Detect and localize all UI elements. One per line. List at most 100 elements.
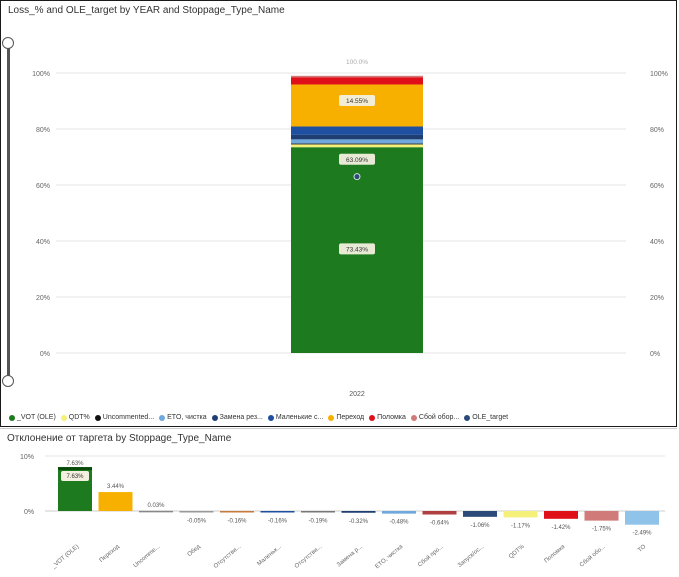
deviation-bar: [301, 511, 335, 513]
legend-item[interactable]: Переход: [328, 414, 364, 421]
x-tick-label: Отсутстви...: [294, 544, 324, 570]
x-tick-label: Сбой про...: [416, 543, 445, 569]
legend-label: ETO, чистка: [167, 414, 207, 421]
y-tick-label: 20%: [36, 295, 50, 302]
y-tick-label: 40%: [36, 239, 50, 246]
y-tick-label: 60%: [36, 183, 50, 190]
legend-item[interactable]: QDT%: [60, 414, 90, 421]
legend-item[interactable]: _VOT (OLE): [9, 414, 56, 421]
x-tick-label: Сбой обо...: [578, 543, 607, 569]
data-label-box: [339, 153, 375, 165]
legend-label: Поломка: [377, 414, 406, 421]
bar-segment: [291, 75, 423, 78]
value-label: 0.03%: [147, 503, 165, 509]
value-label: -0.32%: [349, 519, 369, 525]
legend-label: Замена рез...: [219, 414, 263, 421]
legend-dot: [328, 414, 335, 421]
ole-target-marker: [353, 173, 361, 181]
legend-item[interactable]: ETO, чистка: [159, 414, 207, 421]
data-label: 100.0%: [346, 59, 368, 66]
value-label: -0.64%: [430, 521, 450, 527]
deviation-bar: [625, 511, 659, 525]
deviation-bar: [260, 511, 295, 513]
slider-top-handle[interactable]: [2, 37, 14, 49]
x-tick-label: Переход: [99, 544, 121, 564]
deviation-bar: [139, 510, 173, 513]
legend-label: Сбой обор...: [418, 414, 460, 421]
deviation-bar: [584, 511, 619, 521]
x-tick-label: ETO, чистка: [374, 544, 404, 571]
legend-dot: [267, 414, 274, 421]
legend-item[interactable]: OLE_target: [464, 414, 508, 421]
data-label: 63.09%: [346, 157, 368, 164]
deviation-bar: [503, 511, 538, 518]
value-label: -1.75%: [592, 527, 612, 533]
legend-item[interactable]: Замена рез...: [211, 414, 263, 421]
legend-dot: [211, 414, 218, 421]
value-label: -0.19%: [308, 519, 328, 525]
deviation-bar: [179, 511, 214, 513]
y-tick-label: 100%: [32, 71, 50, 78]
value-label: -2.49%: [632, 531, 652, 537]
y-tick-label: 10%: [20, 454, 34, 461]
value-label: -0.48%: [389, 520, 409, 526]
data-label: 73.43%: [346, 246, 368, 253]
bar-segment: [291, 126, 423, 135]
legend-label: OLE_target: [472, 414, 509, 421]
legend-dot: [94, 414, 101, 421]
x-tick-label: Uncomme...: [133, 544, 162, 570]
x-tick-label: TO: [637, 544, 647, 554]
deviation-chart-svg: 10% 0% 7.63% _VOT (OLE) 3.44% Переход 0.03% Unc…: [20, 454, 665, 571]
legend-dot: [464, 414, 471, 421]
value-label: -0.16%: [227, 519, 247, 525]
deviation-bar: [463, 511, 497, 517]
y-tick-label: 0%: [24, 509, 34, 516]
target-label-box: [61, 471, 89, 482]
deviation-bar: [544, 511, 578, 519]
deviation-bar: [422, 511, 457, 515]
bar-segment: [291, 143, 423, 145]
value-label: -0.05%: [187, 519, 207, 525]
legend-dot: [60, 414, 67, 421]
zoom-slider[interactable]: [7, 43, 10, 383]
value-label: -1.06%: [470, 523, 490, 529]
value-label: -1.42%: [551, 525, 571, 531]
legend-item[interactable]: Поломка: [369, 414, 406, 421]
y2-tick-label: 80%: [650, 127, 664, 134]
deviation-bar: [341, 511, 376, 513]
legend-label: Маленькие с...: [275, 414, 324, 421]
x-tick-label: Маленьк...: [256, 544, 283, 568]
x-tick-label: Запуск/ос...: [457, 544, 485, 569]
x-tick-label: Замена р...: [336, 544, 364, 569]
bar-segment: [291, 134, 423, 140]
deviation-bar: [220, 511, 254, 513]
y2-tick-label: 100%: [650, 71, 668, 78]
y-tick-label: 0%: [40, 351, 50, 358]
target-label: 7.63%: [66, 474, 84, 480]
legend-item[interactable]: Uncommented...: [94, 414, 154, 421]
value-label: 3.44%: [107, 484, 125, 490]
legend: _VOT (OLE) QDT% Uncommented... ETO, чистка З…: [9, 414, 508, 421]
value-label: -0.16%: [268, 519, 288, 525]
chart-title: Loss_% and OLE_target by YEAR and Stoppa…: [8, 5, 285, 16]
x-tick-label: 2022: [349, 391, 365, 398]
data-label: 14.55%: [346, 98, 368, 105]
stacked-chart-svg: 0% 0% 20% 20% 40% 40% 60% 60% 80% 80% 100% 100% 73.4…: [32, 59, 668, 398]
legend-item[interactable]: Маленькие с...: [267, 414, 324, 421]
chart-title: Отклонение от таргета by Stoppage_Type_N…: [7, 433, 232, 444]
legend-dot: [369, 414, 376, 421]
legend-dot: [159, 414, 166, 421]
slider-bottom-handle[interactable]: [2, 375, 14, 387]
deviation-bar: [382, 511, 416, 514]
x-tick-label: Отсутстви...: [213, 544, 243, 570]
x-tick-label: QDT%: [508, 544, 526, 561]
data-label-box: [339, 95, 375, 106]
target-line: [58, 467, 92, 471]
data-label-box: [339, 243, 375, 255]
x-tick-label: Обед: [187, 544, 203, 558]
y2-tick-label: 60%: [650, 183, 664, 190]
y2-tick-label: 0%: [650, 351, 660, 358]
deviation-chart-panel: Отклонение от таргета by Stoppage_Type_N…: [0, 428, 677, 576]
legend-label: _VOT (OLE): [17, 414, 56, 421]
legend-item[interactable]: Сбой обор...: [410, 414, 460, 421]
